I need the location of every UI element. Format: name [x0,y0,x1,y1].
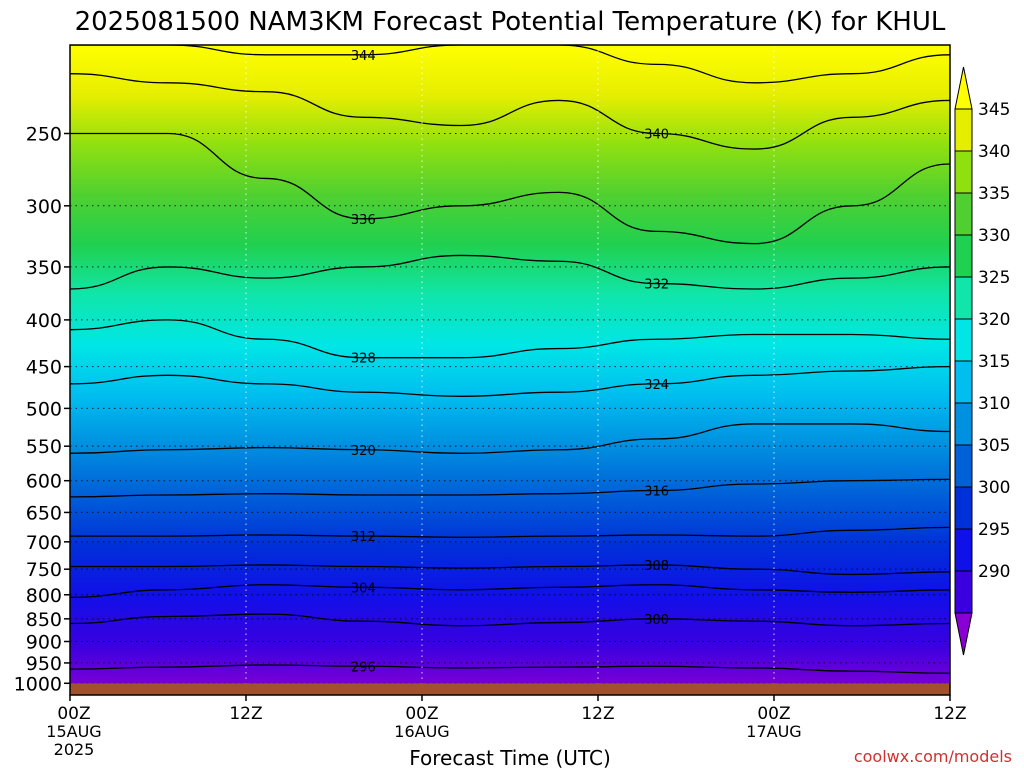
chart-title: 2025081500 NAM3KM Forecast Potential Tem… [75,7,946,37]
contour-344 [70,45,950,84]
y-tick-label: 550 [26,436,62,458]
colorbar-swatch [954,150,973,194]
colorbar-swatch [954,234,973,278]
contour-332 [70,254,950,290]
colorbar-swatch [954,318,973,362]
colorbar-label: 320 [978,310,1010,330]
colorbar-swatch [954,402,973,446]
y-axis: 2503003504004505005506006507007508008509… [14,123,70,695]
colorbar-label: 340 [978,142,1010,162]
contour-label-336: 336 [351,213,376,228]
colorbar-label: 335 [978,184,1010,204]
contour-304 [70,584,950,598]
contour-328 [70,319,950,359]
x-tick-label: 12Z [581,704,614,724]
x-tick-label: 00Z [57,704,90,724]
contour-308 [70,564,950,576]
y-tick-label: 1000 [14,673,62,695]
contour-312 [70,526,950,538]
contour-label-296: 296 [351,660,376,675]
colorbar-cap-top [954,66,973,110]
contour-336 [70,132,950,245]
y-tick-label: 250 [26,123,62,145]
plot-area: 296 300 304 308 312 316 320 324 328 332 336 340 344 [70,45,950,695]
contour-label-312: 312 [351,530,376,545]
y-tick-label: 950 [26,653,62,675]
x-tick-date: 15AUG [46,722,101,741]
y-tick-label: 800 [26,585,62,607]
contour-label-308: 308 [644,559,669,574]
colorbar-swatch [954,570,973,614]
contour-300 [70,613,950,627]
x-tick-label: 12Z [933,704,966,724]
contour-label-340: 340 [644,127,669,142]
colorbar-cap-bottom [954,612,973,656]
colorbar-label: 315 [978,352,1010,372]
x-tick-label: 00Z [405,704,438,724]
x-tick-date: 16AUG [394,722,449,741]
credit-link[interactable]: coolwx.com/models [854,747,1012,766]
colorbar-label: 295 [978,520,1010,540]
x-tick-year: 2025 [54,740,95,759]
colorbar-swatch [954,192,973,236]
colorbar-swatch [954,486,973,530]
y-tick-label: 900 [26,631,62,653]
contour-label-332: 332 [644,278,669,293]
y-tick-label: 650 [26,502,62,524]
y-tick-label: 500 [26,398,62,420]
contour-296 [70,664,950,674]
colorbar-swatch [954,360,973,404]
colorbar-swatch [954,108,973,152]
x-tick-label: 00Z [757,704,790,724]
theta-field [70,45,950,695]
colorbar-label: 305 [978,436,1010,456]
colorbar-label: 290 [978,562,1010,582]
colorbar-swatch [954,444,973,488]
colorbar-swatch [954,276,973,320]
colorbar-label: 310 [978,394,1010,414]
y-tick-label: 750 [26,559,62,581]
contour-label-320: 320 [351,444,376,459]
colorbar-label: 345 [978,100,1010,120]
colorbar-label: 325 [978,268,1010,288]
colorbar-swatch [954,528,973,572]
contour-label-328: 328 [351,352,376,367]
contour-label-324: 324 [644,378,669,393]
contour-324 [70,365,950,397]
contour-label-304: 304 [351,581,376,596]
x-axis-label: Forecast Time (UTC) [409,746,611,768]
contour-316 [70,478,950,498]
y-tick-label: 450 [26,357,62,379]
contour-label-300: 300 [644,613,669,628]
ground-surface [70,683,950,695]
y-tick-label: 850 [26,609,62,631]
contour-320 [70,423,950,454]
colorbar-label: 300 [978,478,1010,498]
plot-frame [69,44,951,696]
y-tick-label: 400 [26,310,62,332]
contour-label-344: 344 [351,49,376,64]
x-tick-date: 17AUG [746,722,801,741]
y-tick-label: 300 [26,196,62,218]
y-tick-label: 600 [26,471,62,493]
colorbar-label: 330 [978,226,1010,246]
x-tick-label: 12Z [229,704,262,724]
y-tick-label: 350 [26,257,62,279]
colorbar: 345 340 335 330 325 320 315 310 305 300 295 290 [954,66,1010,656]
y-tick-label: 700 [26,532,62,554]
contour-label-316: 316 [644,484,669,499]
